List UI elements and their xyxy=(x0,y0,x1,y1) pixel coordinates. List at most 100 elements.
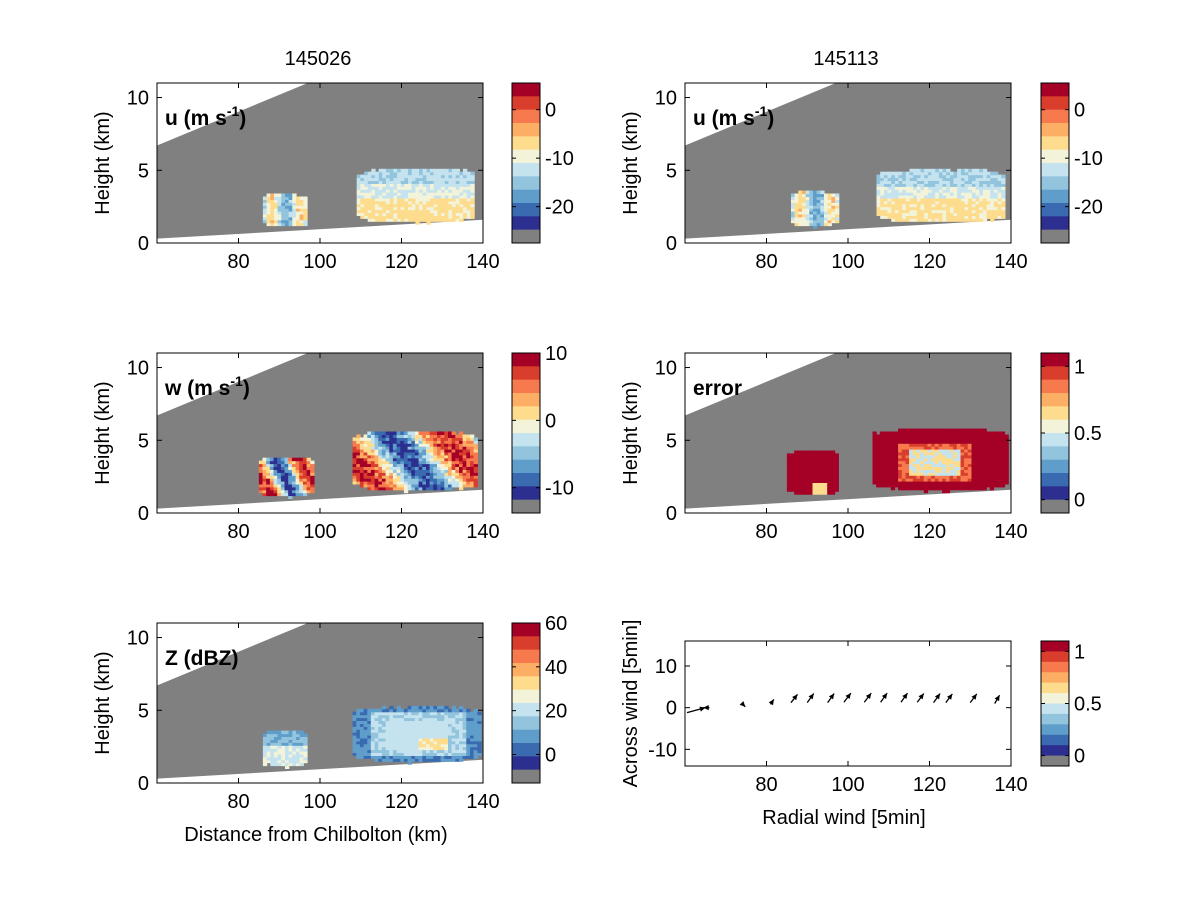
echo-cell xyxy=(894,437,899,441)
echo-cell xyxy=(378,197,383,202)
echo-cell xyxy=(378,472,383,476)
echo-cell xyxy=(429,460,434,465)
echo-cell xyxy=(989,451,995,456)
echo-cell xyxy=(414,743,420,748)
echo-cell xyxy=(808,485,814,489)
echo-cell xyxy=(993,472,998,476)
echo-cell xyxy=(916,186,922,190)
echo-cell xyxy=(462,460,467,465)
echo-cell xyxy=(809,199,814,203)
echo-cell xyxy=(1001,186,1006,190)
echo-cell xyxy=(887,209,892,213)
echo-cell xyxy=(872,460,877,465)
echo-cell xyxy=(448,717,453,721)
echo-cell xyxy=(281,222,286,227)
echo-cell xyxy=(791,199,796,203)
echo-cell xyxy=(960,440,965,444)
echo-cell xyxy=(990,177,995,181)
echo-cell xyxy=(946,177,951,181)
echo-cell xyxy=(942,472,947,476)
echo-cell xyxy=(437,177,442,181)
echo-cell xyxy=(887,434,892,438)
echo-cell xyxy=(470,200,475,205)
echo-cell xyxy=(812,462,817,466)
echo-cell xyxy=(466,446,471,450)
echo-cell xyxy=(927,168,933,173)
echo-cell xyxy=(920,460,925,465)
echo-cell xyxy=(284,463,289,467)
echo-cell xyxy=(463,200,468,205)
echo-cell xyxy=(299,736,304,740)
echo-cell xyxy=(448,740,453,745)
echo-cell xyxy=(905,472,910,476)
echo-cell xyxy=(975,192,980,196)
echo-cell xyxy=(426,449,431,453)
echo-cell xyxy=(411,483,416,488)
echo-cell xyxy=(288,486,293,491)
echo-cell xyxy=(407,732,412,736)
echo-cell xyxy=(374,475,379,479)
echo-cell xyxy=(979,180,984,184)
echo-cell xyxy=(1000,431,1006,435)
echo-cell xyxy=(879,463,885,467)
echo-cell xyxy=(274,216,279,221)
echo-cell xyxy=(960,197,966,202)
echo-cell xyxy=(303,196,308,200)
echo-cell xyxy=(266,492,271,497)
echo-cell xyxy=(310,489,315,494)
echo-cell xyxy=(967,472,973,476)
echo-cell xyxy=(880,174,885,179)
colorbar-segment xyxy=(1041,216,1069,231)
echo-cell xyxy=(960,443,965,447)
echo-cell xyxy=(277,463,282,467)
echo-cell xyxy=(422,708,427,713)
echo-cell xyxy=(392,478,398,482)
echo-cell xyxy=(411,457,416,462)
y-tick-label: 0 xyxy=(666,503,677,525)
echo-cell xyxy=(426,457,431,462)
echo-cell xyxy=(894,481,899,485)
echo-cell xyxy=(1000,478,1006,482)
echo-cell xyxy=(440,752,445,756)
echo-cell xyxy=(946,203,951,208)
echo-cell xyxy=(1000,437,1006,441)
echo-cell xyxy=(281,196,286,200)
echo-cell xyxy=(997,189,1002,193)
colorbar-segment xyxy=(512,83,540,97)
echo-cell xyxy=(381,726,387,730)
echo-cell xyxy=(786,482,792,486)
echo-cell xyxy=(371,203,376,208)
echo-cell xyxy=(280,481,286,485)
echo-cell xyxy=(916,481,921,485)
echo-cell xyxy=(883,463,888,467)
echo-cell xyxy=(459,177,464,181)
echo-cell xyxy=(367,723,372,727)
echo-cell xyxy=(262,751,268,755)
echo-cell xyxy=(470,746,475,751)
echo-cell xyxy=(938,203,944,208)
echo-cell xyxy=(466,729,471,733)
echo-cell xyxy=(942,437,947,441)
echo-cell xyxy=(909,203,914,208)
echo-cell xyxy=(945,481,951,485)
echo-cell xyxy=(462,463,467,467)
echo-cell xyxy=(466,737,471,742)
echo-cell xyxy=(378,735,383,739)
echo-cell xyxy=(414,717,420,721)
echo-cell xyxy=(989,483,995,488)
echo-cell xyxy=(455,212,460,216)
echo-cell xyxy=(285,213,290,218)
echo-cell xyxy=(463,186,468,190)
echo-cell xyxy=(1004,443,1009,447)
echo-cell xyxy=(979,212,984,216)
echo-cell xyxy=(299,756,304,761)
echo-cell xyxy=(288,745,293,749)
echo-cell xyxy=(909,449,914,453)
echo-cell xyxy=(872,481,877,485)
echo-cell xyxy=(913,200,918,205)
echo-cell xyxy=(414,443,420,447)
echo-cell xyxy=(356,478,361,482)
echo-cell xyxy=(414,705,420,710)
echo-cell xyxy=(1004,446,1009,450)
echo-cell xyxy=(956,483,962,488)
